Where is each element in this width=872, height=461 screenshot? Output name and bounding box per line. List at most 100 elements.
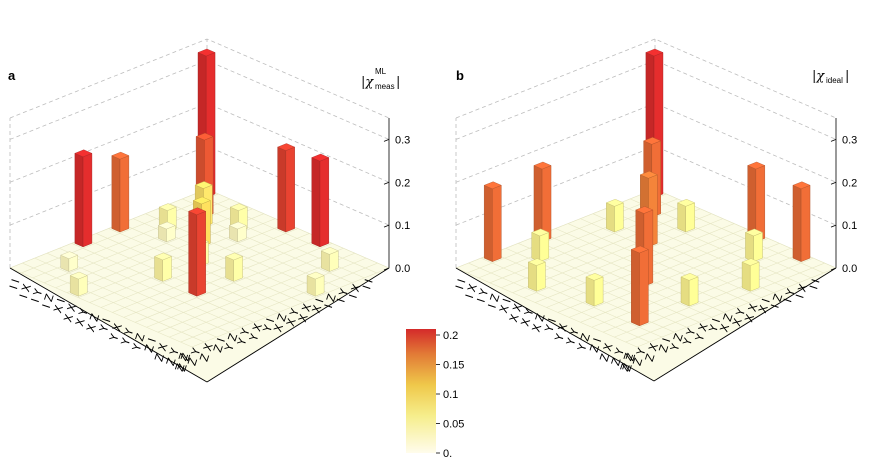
panel-b-bar xyxy=(792,181,811,262)
panel-a-floor-line xyxy=(59,247,242,328)
panel-b-row-label: Y Y xyxy=(680,326,698,347)
panel-b-z-tick-label: 0.2 xyxy=(842,177,857,189)
panel-a-label: a xyxy=(8,68,16,83)
panel-a-row-label: X Y xyxy=(284,307,302,328)
panel-b-row-label: Y I xyxy=(706,317,723,335)
panel-a-z-tick-label: 0.3 xyxy=(395,134,410,146)
panel-a-floor-line xyxy=(123,238,321,318)
panel-b-col-label: I Z xyxy=(486,292,503,310)
panel-b-col-label: Z Z xyxy=(620,351,638,373)
panel-b-z-tick-mark xyxy=(830,267,837,271)
panel-a-z-tick-mark xyxy=(383,224,390,228)
panel-b-z-tick-label: 0.1 xyxy=(842,220,857,232)
panel-b-z-tick-mark xyxy=(830,139,837,142)
panel-a-floor-line xyxy=(169,257,367,338)
panel-a-row-label: I Y xyxy=(335,287,352,304)
panel-b-bar xyxy=(531,228,550,262)
panel-a-floor-line xyxy=(191,267,390,348)
panel-a-floor-line xyxy=(146,247,344,328)
panel-b-col-label: X I xyxy=(497,297,514,315)
colorbar-tick-label: 0.15 xyxy=(443,360,464,372)
panel-a-row-label: I I xyxy=(360,277,375,291)
colorbar-tick-label: 0.05 xyxy=(443,419,464,431)
panel-a-row-label: I Z xyxy=(322,292,339,310)
panel-b-floor-line xyxy=(569,238,769,318)
panel-a-bar xyxy=(225,252,244,282)
panel-a-bar xyxy=(277,143,296,233)
panel-b-row-label: Z I xyxy=(657,337,674,355)
panel-a-row-label: Y I xyxy=(260,317,277,335)
panel-b-zlabel-sub: ideal xyxy=(826,76,843,85)
panel-a-bar xyxy=(74,149,93,248)
svg-text:|: | xyxy=(396,75,400,90)
panel-b-floor-line xyxy=(468,262,650,343)
panel-b-col-label: Y Y xyxy=(564,326,582,347)
panel-b-floor-line xyxy=(614,257,814,338)
panel-a-z-tick-label: 0.1 xyxy=(395,220,410,232)
panel-a-z-tick-mark xyxy=(383,181,390,185)
panel-b-row-label: Y X xyxy=(693,321,711,343)
colorbar-tick-label: 0.2 xyxy=(443,330,458,342)
panel-a-floor-line xyxy=(135,243,333,323)
panel-b-bar xyxy=(677,199,696,233)
panel-b-row-label: X Y xyxy=(730,307,748,328)
panel-a-floor-line xyxy=(22,262,205,343)
panel-b-row-label: Z X xyxy=(643,341,661,363)
panel-a-row-label: X X xyxy=(296,302,314,324)
panel-b-z-tick-mark xyxy=(830,181,837,185)
panel-a-floor-line xyxy=(112,233,310,313)
panel-b-bar xyxy=(605,199,624,233)
panel-b-col-label: Z Y xyxy=(609,346,627,367)
panel-a-floor-line xyxy=(34,257,217,338)
panel-b-front-left-edge xyxy=(455,267,655,382)
colorbar-tick-label: 0. xyxy=(443,448,452,460)
panel-a-col-label: I X xyxy=(17,282,34,300)
panel-a-col-label: X I xyxy=(51,297,68,315)
panel-a-row-label: Z I xyxy=(211,337,228,355)
panel-b-bar xyxy=(533,161,552,243)
panel-a-col-label: Y X xyxy=(107,321,125,343)
panel-a-row-label: I X xyxy=(347,282,364,300)
panel-a-row-label: X I xyxy=(310,297,327,315)
panel-a-floor-line xyxy=(71,243,254,323)
panel-b-box-top xyxy=(455,38,837,119)
panel-a-col-label: Y Z xyxy=(130,331,148,353)
panel-a-row-label: Z Z xyxy=(173,351,191,373)
panel-a-zlabel-symbol: χ xyxy=(364,75,374,90)
panel-b-wall-gridline xyxy=(455,102,837,183)
panel-b-zlabel: |χ ideal | xyxy=(812,69,849,85)
panel-a-col-label: X Z xyxy=(84,312,102,334)
panel-a-bar xyxy=(188,207,207,297)
panel-a-col-label: Z Y xyxy=(164,346,182,367)
panel-a-row-label: X Z xyxy=(271,312,289,334)
panel-a-bar xyxy=(157,221,176,243)
panel-b-row-label: X X xyxy=(742,302,760,324)
panel-a-col-label: X X xyxy=(61,302,79,324)
panel-a-col-label: Y I xyxy=(97,317,114,335)
panel-b-col-label: X X xyxy=(507,302,525,324)
panel-a-bar xyxy=(306,271,325,297)
colorbar-tick-label: 0.1 xyxy=(443,389,458,401)
panel-b-front-right-edge xyxy=(653,267,837,382)
panel-b-floor-line xyxy=(636,267,837,348)
panel-a-col-label: Y Y xyxy=(118,326,136,347)
panel-b-row-label: X I xyxy=(756,297,773,315)
panel-a-bars xyxy=(60,48,339,297)
panel-b-row-label: I X xyxy=(793,282,810,300)
svg-text:|χ: |χ xyxy=(812,69,825,84)
panel-b-floor-line xyxy=(625,262,825,343)
panel-b-row-label: X Z xyxy=(717,312,735,334)
panel-b-col-label: I I xyxy=(453,277,468,291)
panel-b-col-label: Z I xyxy=(587,337,604,355)
panel-b-z-ticks: 0.0 0.1 0.2 0.3 xyxy=(830,134,857,275)
panel-b-row-label: I Y xyxy=(781,287,798,304)
panel-a-col-label: I Y xyxy=(29,287,46,304)
panel-a-bar xyxy=(228,221,247,243)
panel-b-col-label: X Z xyxy=(530,312,548,334)
panel-b-col-label: Y X xyxy=(552,321,570,343)
